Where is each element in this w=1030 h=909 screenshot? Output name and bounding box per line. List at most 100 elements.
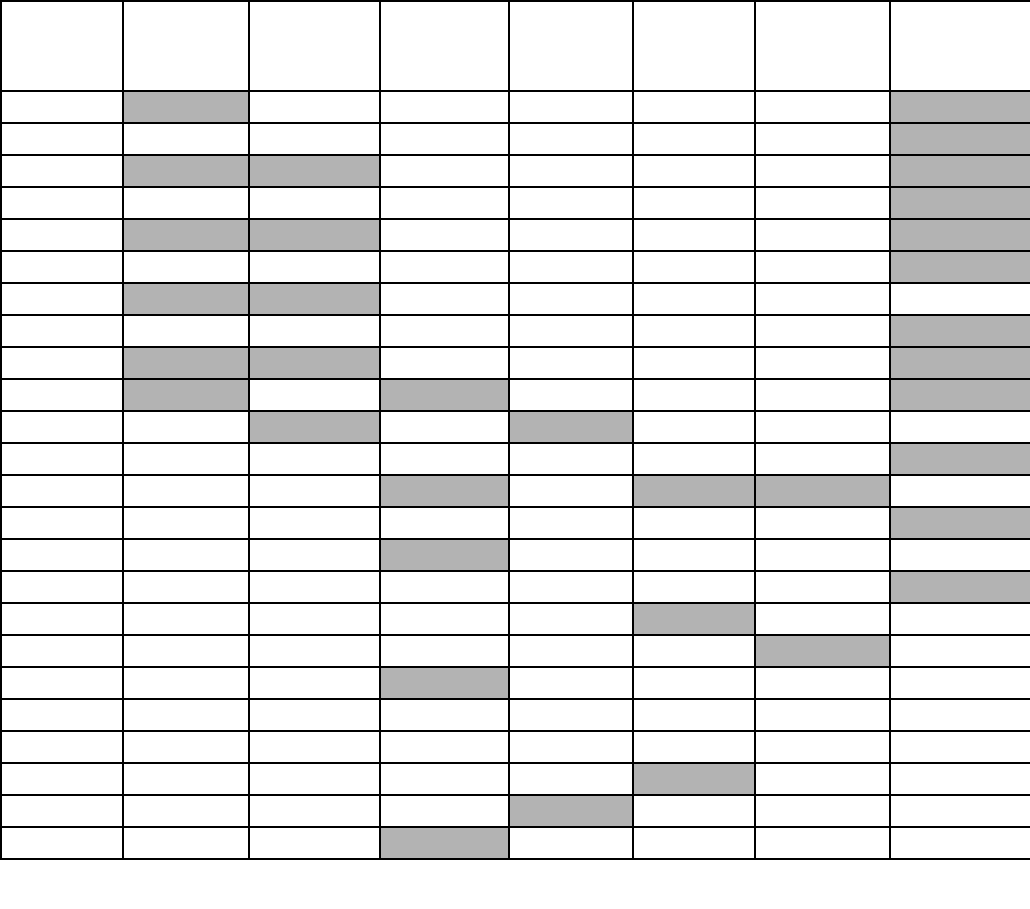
empty-cell [754, 570, 891, 604]
empty-cell [122, 730, 250, 764]
empty-cell [508, 218, 634, 252]
empty-cell [248, 442, 381, 476]
header-cell [508, 0, 634, 92]
filled-cell [889, 250, 1030, 284]
empty-cell [248, 826, 381, 860]
filled-cell [508, 410, 634, 444]
empty-cell [632, 506, 756, 540]
filled-cell [122, 346, 250, 380]
empty-cell [889, 826, 1030, 860]
table-row [0, 314, 1030, 348]
empty-cell [889, 666, 1030, 700]
header-cell [0, 0, 124, 92]
filled-cell [379, 666, 510, 700]
empty-cell [122, 794, 250, 828]
empty-cell [122, 186, 250, 220]
empty-cell [379, 122, 510, 156]
empty-cell [632, 410, 756, 444]
table-row [0, 730, 1030, 764]
table-row [0, 762, 1030, 796]
empty-cell [122, 122, 250, 156]
table-row [0, 826, 1030, 860]
empty-cell [379, 442, 510, 476]
empty-cell [754, 506, 891, 540]
table-row [0, 346, 1030, 380]
table-row [0, 186, 1030, 220]
empty-cell [632, 538, 756, 572]
filled-cell [889, 314, 1030, 348]
empty-cell [122, 506, 250, 540]
empty-cell [248, 122, 381, 156]
empty-cell [379, 186, 510, 220]
table-row [0, 794, 1030, 828]
filled-cell [889, 122, 1030, 156]
header-cell [754, 0, 891, 92]
empty-cell [122, 634, 250, 668]
empty-cell [508, 314, 634, 348]
empty-cell [0, 378, 124, 412]
table-row [0, 250, 1030, 284]
filled-cell [632, 474, 756, 508]
empty-cell [0, 570, 124, 604]
empty-cell [0, 826, 124, 860]
empty-cell [0, 666, 124, 700]
empty-cell [122, 314, 250, 348]
filled-cell [889, 154, 1030, 188]
empty-cell [508, 634, 634, 668]
empty-cell [0, 250, 124, 284]
empty-cell [248, 538, 381, 572]
empty-cell [632, 698, 756, 732]
empty-cell [248, 314, 381, 348]
empty-cell [632, 730, 756, 764]
empty-cell [754, 250, 891, 284]
empty-cell [508, 602, 634, 636]
empty-cell [379, 762, 510, 796]
filled-cell [889, 506, 1030, 540]
empty-cell [889, 794, 1030, 828]
empty-cell [754, 730, 891, 764]
empty-cell [632, 794, 756, 828]
filled-cell [889, 90, 1030, 124]
empty-cell [379, 794, 510, 828]
empty-cell [248, 378, 381, 412]
empty-cell [754, 794, 891, 828]
empty-cell [632, 122, 756, 156]
empty-cell [754, 186, 891, 220]
empty-cell [122, 666, 250, 700]
table-row [0, 378, 1030, 412]
empty-cell [754, 282, 891, 316]
empty-cell [632, 666, 756, 700]
table-row [0, 90, 1030, 124]
empty-cell [508, 506, 634, 540]
empty-cell [889, 410, 1030, 444]
header-cell [632, 0, 756, 92]
empty-cell [632, 218, 756, 252]
empty-cell [889, 538, 1030, 572]
empty-cell [632, 378, 756, 412]
empty-cell [122, 442, 250, 476]
empty-cell [248, 666, 381, 700]
filled-cell [122, 154, 250, 188]
empty-cell [248, 730, 381, 764]
empty-cell [754, 538, 891, 572]
empty-cell [632, 314, 756, 348]
table-row [0, 666, 1030, 700]
empty-cell [508, 186, 634, 220]
empty-cell [248, 634, 381, 668]
empty-cell [632, 282, 756, 316]
empty-cell [508, 442, 634, 476]
table-row [0, 634, 1030, 668]
filled-cell [632, 602, 756, 636]
filled-cell [889, 378, 1030, 412]
empty-cell [379, 634, 510, 668]
empty-cell [248, 90, 381, 124]
empty-cell [248, 250, 381, 284]
empty-cell [0, 218, 124, 252]
empty-cell [889, 730, 1030, 764]
empty-cell [508, 250, 634, 284]
empty-cell [379, 698, 510, 732]
header-cell [889, 0, 1030, 92]
empty-cell [379, 250, 510, 284]
filled-cell [754, 634, 891, 668]
empty-cell [0, 154, 124, 188]
